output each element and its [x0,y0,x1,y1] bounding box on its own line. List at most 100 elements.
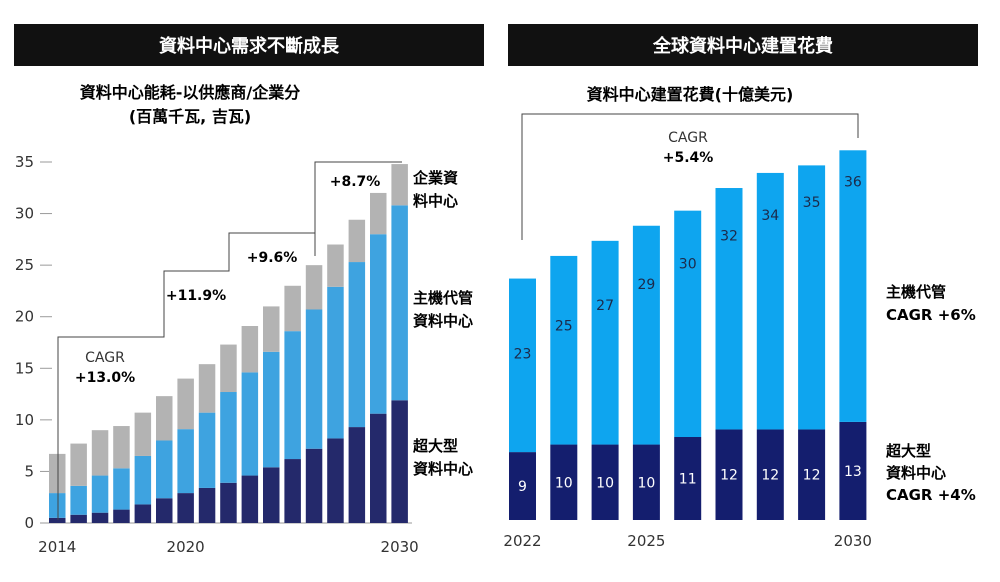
left-x-tick-2030: 2030 [381,538,419,556]
legend-colo-line2: 資料中心 [413,312,473,330]
left-bar-2021-series-1 [198,412,216,488]
left-bar-2022-series-0 [220,482,237,523]
left-bar-2018-series-1 [134,455,152,505]
legend-hyperscale-line2: 資料中心 [413,460,473,478]
right-header-text: 全球資料中心建置花費 [652,35,833,57]
left-bar-2017-series-1 [113,468,130,510]
right-bar-2028-series-1 [756,172,784,430]
left-bar-2017-series-0 [113,509,130,523]
right-data-label-2027-series-1: 32 [720,229,738,245]
left-bar-2024-series-2 [263,306,280,352]
y-tick-label-30: 30 [15,205,34,223]
left-bar-2022-series-2 [220,344,237,393]
right-bar-2027-series-0 [715,429,743,520]
left-bar-2017-series-2 [113,426,130,469]
right-data-label-2023-series-1: 25 [555,318,573,334]
left-bar-2030-series-0 [391,400,408,523]
right-legend-hyperscale-line3: CAGR +4% [886,486,976,504]
right-data-label-2024-series-1: 27 [596,298,614,314]
legend-hyperscale-line1: 超大型 [412,437,458,455]
left-bar-2026-series-2 [305,265,323,310]
left-cagr-label-1-title: CAGR [85,350,125,366]
left-bar-2024-series-0 [263,467,280,523]
left-bar-2021-series-0 [198,487,216,523]
right-bar-2023-series-1 [550,255,578,445]
left-bar-2019-series-1 [156,440,173,499]
right-data-label-2030-series-0: 13 [844,464,862,480]
right-data-label-2025-series-1: 29 [637,277,655,293]
left-cagr-step-line [57,161,402,520]
left-bar-2018-series-0 [134,504,152,523]
right-data-label-2029-series-0: 12 [803,468,821,484]
right-data-label-2026-series-1: 30 [679,257,697,273]
left-bar-2016-series-0 [91,512,109,523]
left-bar-2027-series-2 [327,244,344,287]
right-bar-2025-series-1 [632,225,660,445]
left-bar-2020-series-1 [177,429,194,494]
left-cagr-label-1-value: +13.0% [75,370,135,386]
left-chart-title: 資料中心能耗-以供應商/企業分 [80,83,301,102]
right-bar-2026-series-1 [674,210,702,438]
legend-colo-line1: 主機代管 [413,289,473,307]
left-bar-2025-series-1 [284,331,301,460]
y-tick-label-5: 5 [24,462,34,480]
right-legend-hyperscale-line2: 資料中心 [886,464,946,482]
right-data-label-2027-series-0: 12 [720,468,738,484]
left-bar-2029-series-1 [370,234,387,414]
right-data-label-2023-series-0: 10 [555,475,573,491]
left-bar-2021-series-2 [198,364,216,413]
left-bar-2020-series-2 [177,378,194,430]
right-legend-hyperscale-line1: 超大型 [885,442,931,460]
right-bar-2023-series-0 [550,444,578,520]
left-bar-2029-series-0 [370,413,387,523]
right-legend-colo-line1: 主機代管 [886,283,946,301]
left-bar-2016-series-2 [91,430,109,476]
right-bar-2025-series-0 [632,444,660,520]
right-x-axis: 2022 2025 2030 [503,532,872,550]
left-bar-2023-series-2 [241,325,259,373]
right-chart-title: 資料中心建置花費(十億美元) [587,85,794,104]
left-chart-subtitle: (百萬千瓦, 吉瓦) [129,107,251,126]
left-bar-2014-series-2 [49,453,66,494]
left-bar-2027-series-0 [327,438,344,523]
left-cagr-label-3: +9.6% [247,250,298,266]
left-bar-2026-series-1 [305,309,323,449]
right-data-label-2028-series-0: 12 [761,468,779,484]
right-data-label-2028-series-1: 34 [761,208,779,224]
right-bar-2030-series-1 [839,150,867,422]
y-tick-label-25: 25 [15,256,34,274]
right-data-label-2025-series-0: 10 [637,475,655,491]
right-data-label-2022-series-1: 23 [514,347,532,363]
left-bar-2014-series-1 [49,493,66,518]
y-tick-label-0: 0 [24,514,34,532]
left-bar-2027-series-1 [327,286,344,439]
left-cagr-label-2: +11.9% [166,288,226,304]
left-bar-2028-series-1 [348,262,366,428]
right-x-tick-2022: 2022 [503,532,541,550]
left-header-text: 資料中心需求不斷成長 [159,35,340,57]
left-bar-2024-series-1 [263,351,280,468]
right-cagr-bracket [521,113,859,240]
right-bar-2022-series-1 [509,278,536,453]
right-bar-2030-series-0 [839,421,867,520]
right-cagr-title: CAGR [668,130,708,146]
left-x-axis: 2014 2020 2030 [38,538,419,556]
y-tick-label-10: 10 [15,411,34,429]
right-bar-2024-series-0 [591,444,619,520]
right-bar-2026-series-0 [674,437,702,520]
left-x-tick-2020: 2020 [167,538,205,556]
right-bar-2022-series-0 [509,452,536,520]
y-tick-label-20: 20 [15,308,34,326]
right-bar-2027-series-1 [715,188,743,430]
left-bar-2023-series-0 [241,475,259,523]
y-tick-label-15: 15 [15,359,34,377]
left-bar-2016-series-1 [91,475,109,513]
left-bar-2022-series-1 [220,392,237,483]
left-bar-2019-series-2 [156,396,173,441]
left-bars-group [49,164,408,523]
left-header-bar [14,24,484,66]
right-bar-2029-series-0 [798,429,826,520]
left-cagr-label-4: +8.7% [330,174,381,190]
left-x-tick-2014: 2014 [38,538,76,556]
